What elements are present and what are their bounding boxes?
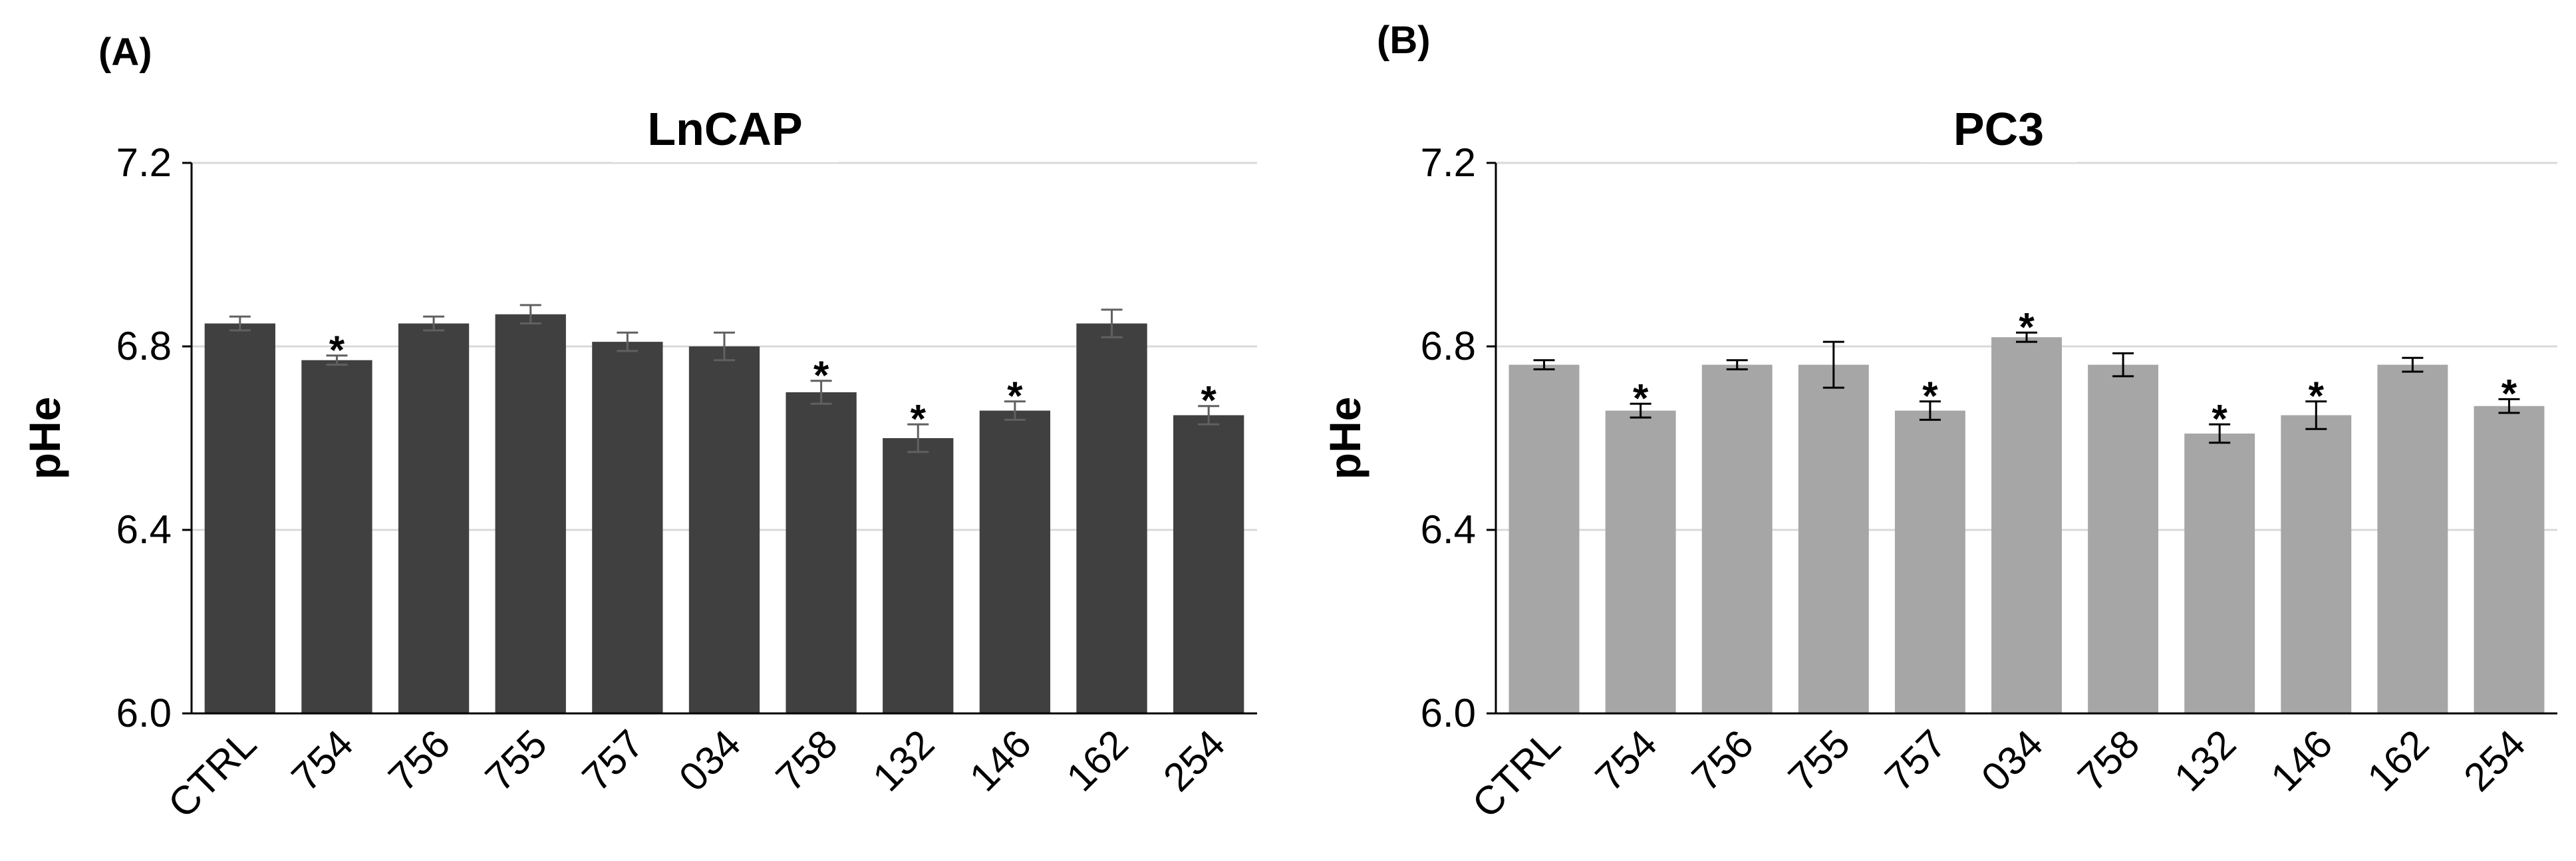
x-tick-label: 254 <box>1155 721 1233 800</box>
bar <box>495 314 566 713</box>
y-tick-label: 7.2 <box>116 140 172 185</box>
chart-title: PC3 <box>1953 103 2044 155</box>
significance-star: * <box>2212 396 2228 441</box>
bar <box>979 410 1051 713</box>
bar <box>301 360 372 713</box>
x-tick-label: 754 <box>1587 721 1665 800</box>
bar <box>2281 415 2352 713</box>
x-tick-label: 758 <box>768 721 846 800</box>
y-tick-label: 6.0 <box>1421 691 1476 735</box>
significance-star: * <box>1007 374 1023 418</box>
x-tick-label: 132 <box>864 721 942 800</box>
significance-star: * <box>1633 376 1649 420</box>
significance-star: * <box>2309 374 2325 418</box>
x-tick-label: 755 <box>477 721 555 800</box>
x-tick-label: 757 <box>1876 721 1955 800</box>
x-tick-label: 758 <box>2069 721 2148 800</box>
x-tick-label: 757 <box>573 721 652 800</box>
x-tick-label: 755 <box>1780 721 1858 800</box>
x-tick-label: 034 <box>670 721 749 800</box>
y-axis-label: pHe <box>1320 397 1369 480</box>
significance-star: * <box>1201 378 1217 423</box>
y-axis-label: pHe <box>20 397 69 480</box>
bar <box>1076 323 1147 713</box>
bar <box>2184 433 2255 713</box>
bar <box>1798 364 1869 713</box>
significance-star: * <box>911 396 927 441</box>
bar <box>204 323 275 713</box>
bar <box>2474 406 2545 713</box>
bar <box>592 342 663 713</box>
chart-panel-pc3: (B) 6.0 6.4 6.8 7.2 PC3 pHe CTRL * 754 756 755 * 757… <box>1320 19 2557 826</box>
panel-label-b: (B) <box>1377 19 1431 62</box>
title-background <box>612 98 838 162</box>
x-tick-label: 146 <box>961 721 1040 800</box>
bar <box>1605 410 1676 713</box>
significance-star: * <box>2019 305 2035 349</box>
x-tick-label: 034 <box>1973 721 2051 800</box>
y-tick-label: 6.4 <box>1421 507 1476 552</box>
bar <box>1894 410 1965 713</box>
x-tick-label: CTRL <box>1464 721 1569 826</box>
x-tick-label: 254 <box>2455 721 2533 800</box>
significance-star: * <box>813 353 829 398</box>
x-tick-label: 162 <box>1058 721 1137 800</box>
x-tick-label: 132 <box>2166 721 2244 800</box>
bar <box>2088 364 2159 713</box>
x-tick-label: 162 <box>2359 721 2437 800</box>
bar <box>1173 415 1244 713</box>
y-tick-label: 6.8 <box>1421 324 1476 368</box>
significance-star: * <box>2502 371 2517 416</box>
bar <box>1701 364 1773 713</box>
chart-title: LnCAP <box>647 103 802 155</box>
bar <box>883 438 954 713</box>
x-tick-label: 146 <box>2262 721 2341 800</box>
x-tick-label: CTRL <box>160 721 265 826</box>
x-tick-label: 756 <box>1683 721 1762 800</box>
significance-star: * <box>1922 374 1938 418</box>
y-tick-label: 7.2 <box>1421 140 1476 185</box>
panel-label-a: (A) <box>98 31 152 74</box>
bar <box>688 346 760 713</box>
bar <box>398 323 470 713</box>
bar <box>2377 364 2448 713</box>
x-tick-label: 754 <box>283 721 361 800</box>
bar <box>1508 364 1580 713</box>
x-tick-label: 756 <box>380 721 458 800</box>
bar <box>1991 337 2062 713</box>
y-tick-label: 6.4 <box>116 507 172 552</box>
y-tick-label: 6.0 <box>116 691 172 735</box>
title-background <box>1920 98 2077 162</box>
significance-star: * <box>329 328 345 372</box>
bar <box>786 392 857 713</box>
y-tick-label: 6.8 <box>116 324 172 368</box>
